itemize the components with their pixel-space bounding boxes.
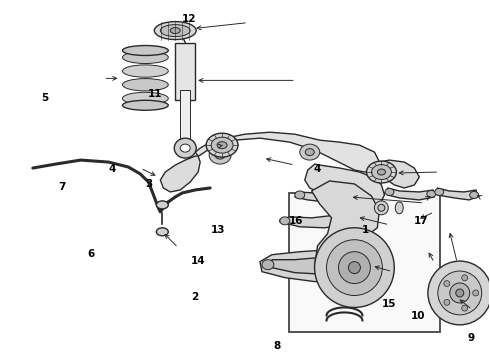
Circle shape [450,283,470,303]
Ellipse shape [122,78,168,91]
Ellipse shape [280,217,290,225]
Ellipse shape [385,189,394,195]
Ellipse shape [378,204,385,211]
Polygon shape [312,181,379,303]
Polygon shape [280,212,358,228]
Ellipse shape [122,92,168,105]
Circle shape [438,271,482,315]
Ellipse shape [368,255,380,265]
Ellipse shape [367,161,396,183]
Ellipse shape [305,149,314,156]
Text: 8: 8 [273,341,280,351]
Text: 1: 1 [362,225,369,235]
Circle shape [428,261,490,325]
Polygon shape [260,248,382,282]
Ellipse shape [174,138,196,158]
Polygon shape [272,255,369,275]
Ellipse shape [395,202,403,214]
Text: 4: 4 [108,164,116,174]
Polygon shape [305,164,385,210]
Circle shape [315,228,394,307]
Ellipse shape [343,188,353,196]
Circle shape [348,262,361,274]
Ellipse shape [156,228,168,236]
Text: 14: 14 [191,256,206,266]
Ellipse shape [469,192,479,198]
Circle shape [444,300,450,305]
Text: 9: 9 [467,333,474,343]
Circle shape [339,252,370,284]
Text: 6: 6 [87,248,95,258]
Ellipse shape [154,22,196,40]
Circle shape [456,289,464,297]
Text: 16: 16 [289,216,303,226]
Ellipse shape [122,51,168,63]
Text: 4: 4 [313,164,321,174]
Ellipse shape [262,260,274,270]
Text: 17: 17 [414,216,428,226]
Text: 3: 3 [145,179,152,189]
Ellipse shape [211,137,233,153]
Ellipse shape [427,190,436,197]
Polygon shape [195,132,379,172]
Circle shape [473,290,479,296]
Bar [289,193,440,332]
Text: 7: 7 [58,182,66,192]
Ellipse shape [160,24,190,37]
Text: 10: 10 [411,311,425,321]
Ellipse shape [180,144,190,152]
Text: 15: 15 [382,299,396,309]
Text: 2: 2 [191,292,198,302]
Polygon shape [388,188,434,200]
Text: 11: 11 [147,89,162,99]
Polygon shape [374,160,419,188]
Ellipse shape [371,165,392,180]
Ellipse shape [295,191,305,199]
Text: 13: 13 [211,225,225,235]
Ellipse shape [122,65,168,77]
Ellipse shape [435,189,444,195]
Ellipse shape [215,151,225,159]
Ellipse shape [217,141,227,149]
Circle shape [444,280,450,287]
Polygon shape [160,156,200,192]
Circle shape [462,305,467,311]
Polygon shape [295,188,352,202]
Circle shape [462,275,467,281]
Ellipse shape [348,213,359,221]
Polygon shape [437,188,477,200]
Ellipse shape [377,169,386,175]
Ellipse shape [122,45,168,55]
Ellipse shape [171,28,180,33]
Ellipse shape [122,100,168,110]
Ellipse shape [374,201,388,215]
Bar [180,90,190,145]
Text: 12: 12 [182,14,196,24]
Ellipse shape [156,201,168,209]
Text: 5: 5 [42,93,49,103]
Ellipse shape [209,146,231,164]
Ellipse shape [206,133,238,157]
Circle shape [326,240,382,296]
Ellipse shape [300,144,319,160]
Bar [175,42,195,100]
